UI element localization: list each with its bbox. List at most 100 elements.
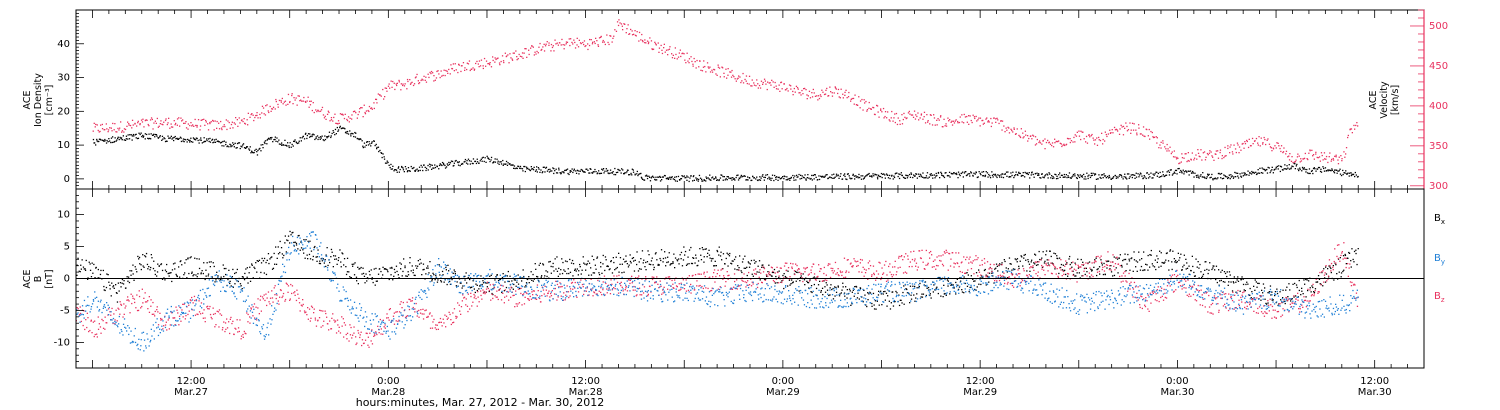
bx-series-point <box>658 264 660 266</box>
bx-series-point <box>418 263 421 265</box>
bx-series-point <box>834 286 836 288</box>
density-series-point <box>813 174 816 176</box>
bx-series-point <box>936 286 938 288</box>
bx-series-point <box>1028 263 1031 265</box>
bx-series-point <box>937 292 939 295</box>
density-series-point <box>376 146 378 149</box>
bx-series-point <box>1155 268 1157 271</box>
bx-series-point <box>476 289 478 292</box>
density-series-point <box>262 144 264 146</box>
velocity-series-point <box>701 70 704 72</box>
bx-series-point <box>945 294 947 296</box>
velocity-series-point <box>329 120 331 122</box>
density-series-point <box>354 131 356 134</box>
bx-series-point <box>281 253 283 255</box>
velocity-series-point <box>213 129 215 131</box>
bz-series-point <box>371 329 373 331</box>
density-series-point <box>414 170 416 172</box>
bx-series-point <box>461 287 463 289</box>
bz-series-point <box>404 316 407 319</box>
bx-series-point <box>1033 262 1035 264</box>
bz-series-point <box>99 326 102 328</box>
density-series-point <box>386 160 388 162</box>
bx-series-point <box>906 288 908 291</box>
density-series-point <box>790 177 792 179</box>
bz-series-point <box>388 319 390 321</box>
bx-series-point <box>1039 258 1041 261</box>
bx-series-point <box>579 263 581 266</box>
bx-series-point <box>263 257 266 260</box>
bx-series-point <box>1350 260 1352 262</box>
bx-series-point <box>1355 249 1357 251</box>
velocity-series-point <box>1013 127 1015 129</box>
density-series-point <box>553 172 555 175</box>
density-series-point <box>362 146 364 149</box>
velocity-series-point <box>642 41 644 43</box>
velocity-series-point <box>112 122 114 125</box>
bx-series-point <box>1076 272 1078 274</box>
velocity-series-point <box>1078 135 1081 137</box>
density-series-point <box>1309 172 1311 175</box>
bx-series-point <box>755 261 757 263</box>
bz-series-point <box>408 298 410 300</box>
bx-series-point <box>787 285 789 287</box>
bx-series-point <box>564 270 566 272</box>
velocity-series-point <box>515 50 517 52</box>
density-series-point <box>264 140 267 142</box>
velocity-series-point <box>731 69 733 72</box>
bx-series-point <box>401 275 403 277</box>
density-series-point <box>548 171 551 173</box>
velocity-series-point <box>254 116 256 119</box>
density-series-point <box>289 142 291 144</box>
velocity-series-point <box>110 127 112 129</box>
velocity-series-point <box>1169 146 1171 148</box>
density-series-point <box>496 158 498 160</box>
velocity-series-point <box>861 98 863 101</box>
bx-series-point <box>1344 254 1347 257</box>
bx-series-point <box>863 289 865 291</box>
velocity-series-point <box>899 123 901 125</box>
density-series-point <box>1175 169 1178 172</box>
density-series-point <box>142 136 144 138</box>
bz-series-point <box>82 324 84 327</box>
velocity-series-point <box>291 94 293 97</box>
bx-series-point <box>1325 273 1328 275</box>
bx-series-point <box>1090 268 1092 271</box>
velocity-series-point <box>347 116 350 118</box>
velocity-series-point <box>1318 156 1321 158</box>
bz-series-point <box>286 283 288 285</box>
density-series-point <box>1261 167 1263 169</box>
velocity-series-point <box>950 121 952 123</box>
bx-series-point <box>232 286 234 288</box>
density-series-point <box>866 174 868 176</box>
density-series-point <box>515 167 518 169</box>
density-series-point <box>654 179 657 181</box>
bz-series-point <box>383 326 385 328</box>
density-series-point <box>1338 170 1340 172</box>
bz-series-point <box>261 296 264 298</box>
bx-series-point <box>910 298 913 300</box>
velocity-series-point <box>93 122 95 124</box>
bx-series-point <box>1183 254 1185 256</box>
bz-series-point <box>348 340 350 342</box>
density-series-point <box>1131 176 1133 179</box>
velocity-series-point <box>337 120 340 122</box>
velocity-series-point <box>1122 134 1125 136</box>
density-series-point <box>490 159 492 161</box>
density-series-point <box>853 175 856 177</box>
velocity-series-point <box>386 90 388 92</box>
bz-series-point <box>440 321 442 323</box>
density-series-point <box>1039 177 1041 179</box>
density-series-point <box>406 171 409 173</box>
velocity-series-point <box>275 100 277 103</box>
density-series-point <box>849 177 851 179</box>
bz-series-point <box>400 301 402 303</box>
velocity-series-point <box>612 37 614 39</box>
density-series-point <box>1166 171 1168 173</box>
velocity-series-point <box>1160 141 1162 143</box>
density-series-point <box>273 139 275 141</box>
bz-series-point <box>143 297 145 299</box>
density-series-point <box>583 171 585 173</box>
bx-series-point <box>194 257 196 259</box>
bx-series-point <box>203 262 205 264</box>
